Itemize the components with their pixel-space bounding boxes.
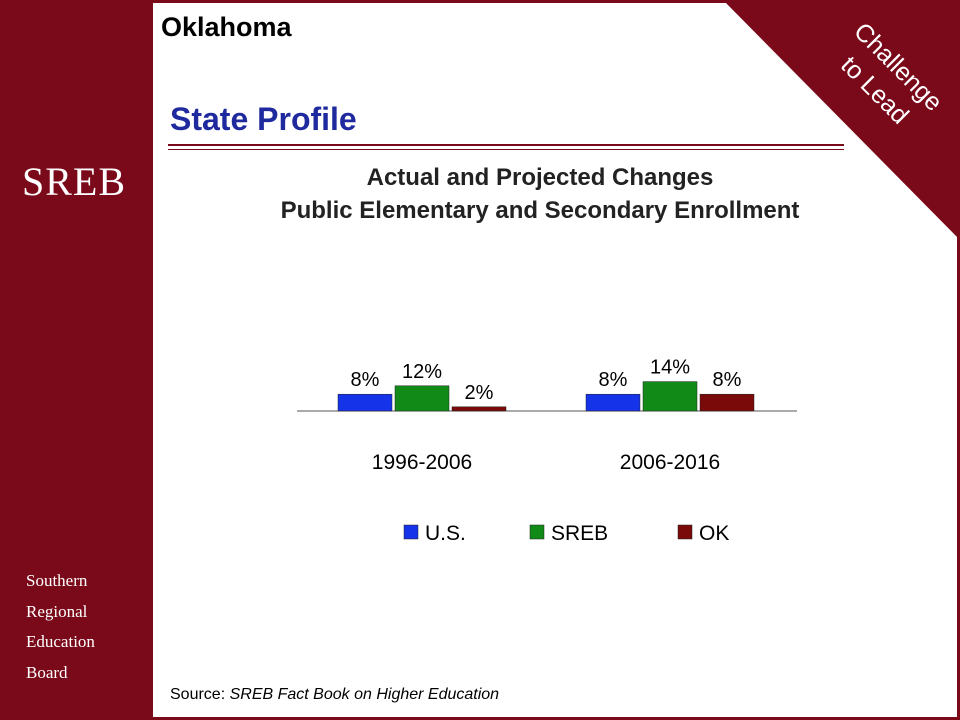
bar — [699, 393, 755, 412]
sidebar-word: Regional — [26, 601, 88, 621]
source-note: Source: SREB Fact Book on Higher Educati… — [170, 686, 499, 704]
bar — [642, 381, 698, 412]
data-label: 12% — [402, 361, 442, 383]
bar — [585, 393, 641, 412]
legend-swatch — [403, 524, 419, 540]
bar — [451, 406, 507, 412]
title-rule — [168, 144, 844, 146]
data-label: 8% — [351, 369, 380, 391]
chart-title: Actual and Projected Changes Public Elem… — [200, 161, 880, 227]
legend-swatch — [677, 524, 693, 540]
legend-label: OK — [699, 522, 729, 545]
chart-title-line: Actual and Projected Changes — [366, 164, 714, 191]
corner-triangle — [723, 0, 960, 240]
x-tick-label: 1996-2006 — [372, 451, 472, 474]
source-prefix: Source: — [170, 686, 230, 703]
page-title: State Profile — [170, 101, 357, 137]
frame-top — [153, 0, 960, 3]
title-rule-thin — [168, 149, 844, 150]
data-label: 2% — [465, 382, 494, 404]
legend-swatch — [529, 524, 545, 540]
frame-bottom — [153, 717, 960, 720]
sidebar: SREB Southern Regional Education Board — [0, 0, 153, 720]
data-label: 8% — [599, 369, 628, 391]
data-label: 8% — [713, 369, 742, 391]
sidebar-word: Education — [26, 632, 95, 651]
sidebar-org-name: Southern Regional Education Board — [26, 566, 95, 688]
state-name: Oklahoma — [161, 12, 292, 42]
sidebar-word: Board — [26, 662, 68, 682]
x-tick-label: 2006-2016 — [620, 451, 720, 474]
bar — [337, 393, 393, 412]
chart-title-line: Public Elementary and Secondary Enrollme… — [280, 197, 800, 224]
bar — [394, 385, 450, 412]
sreb-logo: SREB — [22, 159, 127, 204]
legend-label: U.S. — [425, 522, 466, 545]
legend-label: SREB — [551, 522, 608, 545]
frame-right — [957, 0, 960, 720]
sidebar-word: Southern — [26, 571, 88, 590]
source-text: SREB Fact Book on Higher Education — [229, 686, 500, 703]
data-label: 14% — [650, 357, 690, 379]
